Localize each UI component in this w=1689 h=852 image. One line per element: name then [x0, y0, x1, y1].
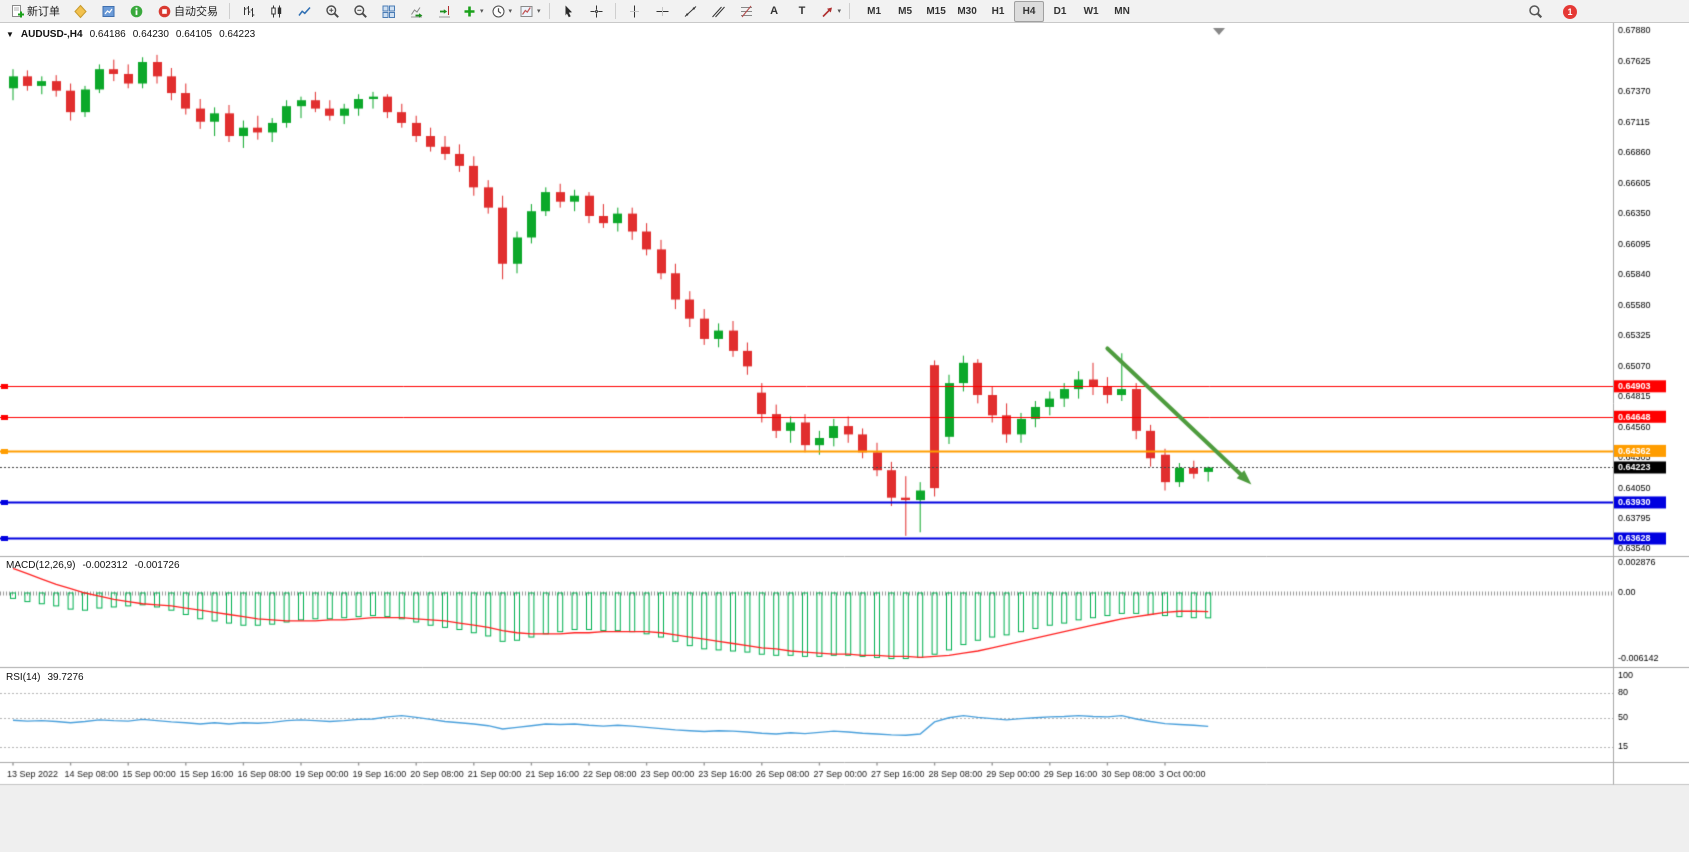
- chart-shift-button[interactable]: [431, 1, 458, 22]
- timeframe-w1-button[interactable]: W1: [1083, 5, 1099, 17]
- chevron-down-icon: ▾: [480, 8, 484, 15]
- line-chart-icon: [298, 6, 311, 16]
- bar-chart-icon: [244, 5, 255, 17]
- timeframe-m5-button[interactable]: M5: [898, 5, 913, 17]
- template-icon: [520, 5, 533, 17]
- text-tool-icon: A: [770, 4, 779, 17]
- text-tool-button[interactable]: A: [761, 1, 788, 22]
- notification-badge[interactable]: 1: [1563, 4, 1577, 19]
- channel-icon: [711, 6, 725, 17]
- vertical-line-icon: [629, 5, 639, 17]
- metaeditor-icon: [74, 4, 87, 18]
- fibonacci-icon: [740, 5, 752, 17]
- tile-windows-button[interactable]: [375, 1, 402, 22]
- autotrading-button[interactable]: 自动交易: [151, 1, 224, 22]
- auto-scroll-button[interactable]: [403, 1, 430, 22]
- periods-button[interactable]: ▾: [488, 1, 516, 22]
- clock-icon: [492, 5, 505, 17]
- bar-chart-button[interactable]: [235, 1, 262, 22]
- candlestick-chart-icon: [271, 5, 282, 17]
- fibonacci-tool-button[interactable]: [733, 1, 760, 22]
- timeframe-h1-button[interactable]: H1: [991, 5, 1005, 17]
- toolbar-separator: [614, 3, 616, 19]
- chart-shift-icon: [439, 5, 450, 17]
- indicators-button[interactable]: ▾: [459, 1, 487, 22]
- toolbar: 新订单 自动交易 ▾ ▾: [0, 0, 1689, 23]
- chart-area: ▼ AUDUSD-,H4 0.64186 0.64230 0.64105 0.6…: [0, 23, 1689, 852]
- zoom-out-icon: [354, 4, 367, 18]
- toolbar-right-group: 1: [1522, 1, 1577, 22]
- trendline-icon: [684, 5, 696, 17]
- candlestick-chart-button[interactable]: [263, 1, 290, 22]
- timeframe-m1-button[interactable]: M1: [867, 5, 882, 17]
- market-watch-icon: [102, 5, 115, 17]
- chevron-down-icon: ▾: [837, 8, 842, 15]
- zoom-out-button[interactable]: [347, 1, 374, 22]
- price-chart-canvas[interactable]: [0, 23, 1689, 852]
- indicators-plus-icon: [464, 6, 475, 16]
- timeframe-group: M1 M5 M15 M30 H1 H4 D1 W1 MN: [859, 0, 1137, 22]
- horizontal-line-icon: [656, 6, 669, 16]
- crosshair-icon: [590, 5, 603, 17]
- horizontal-line-tool-button[interactable]: [649, 1, 676, 22]
- timeframe-h4-button[interactable]: H4: [1014, 0, 1045, 22]
- search-button[interactable]: [1522, 1, 1549, 22]
- zoom-in-button[interactable]: [319, 1, 346, 22]
- zoom-in-icon: [326, 4, 339, 18]
- timeframe-m30-button[interactable]: M30: [957, 5, 977, 17]
- crosshair-button[interactable]: [583, 1, 610, 22]
- timeframe-d1-button[interactable]: D1: [1053, 5, 1067, 17]
- tile-windows-icon: [382, 5, 395, 18]
- templates-button[interactable]: ▾: [516, 1, 544, 22]
- toolbar-separator: [229, 3, 230, 19]
- arrows-tool-button[interactable]: ▾: [817, 1, 845, 22]
- chevron-down-icon: ▾: [508, 8, 513, 15]
- new-order-button[interactable]: 新订单: [4, 1, 66, 22]
- market-watch-button[interactable]: [95, 1, 122, 22]
- arrow-tool-icon: [821, 7, 832, 17]
- auto-scroll-icon: [411, 6, 423, 18]
- toolbar-separator: [548, 3, 550, 19]
- metaeditor-button[interactable]: [67, 1, 94, 22]
- line-chart-button[interactable]: [291, 1, 318, 22]
- one-click-trading-toggle[interactable]: ▼: [6, 30, 14, 39]
- channel-tool-button[interactable]: [705, 1, 732, 22]
- trendline-tool-button[interactable]: [677, 1, 704, 22]
- text-label-tool-button[interactable]: T: [789, 1, 816, 22]
- navigator-icon: [130, 5, 143, 17]
- toolbar-separator: [849, 3, 851, 19]
- vertical-line-tool-button[interactable]: [621, 1, 648, 22]
- new-order-label: 新订单: [27, 6, 60, 18]
- autotrading-icon: [158, 5, 171, 17]
- text-label-tool-icon: T: [798, 4, 806, 17]
- cursor-button[interactable]: [555, 1, 582, 22]
- cursor-icon: [565, 5, 572, 17]
- timeframe-m15-button[interactable]: M15: [926, 5, 946, 17]
- navigator-button[interactable]: [123, 1, 150, 22]
- autotrading-label: 自动交易: [174, 6, 218, 18]
- new-order-icon: [12, 4, 24, 17]
- chevron-down-icon: ▾: [537, 8, 541, 15]
- timeframe-mn-button[interactable]: MN: [1114, 5, 1130, 17]
- search-icon: [1529, 5, 1543, 19]
